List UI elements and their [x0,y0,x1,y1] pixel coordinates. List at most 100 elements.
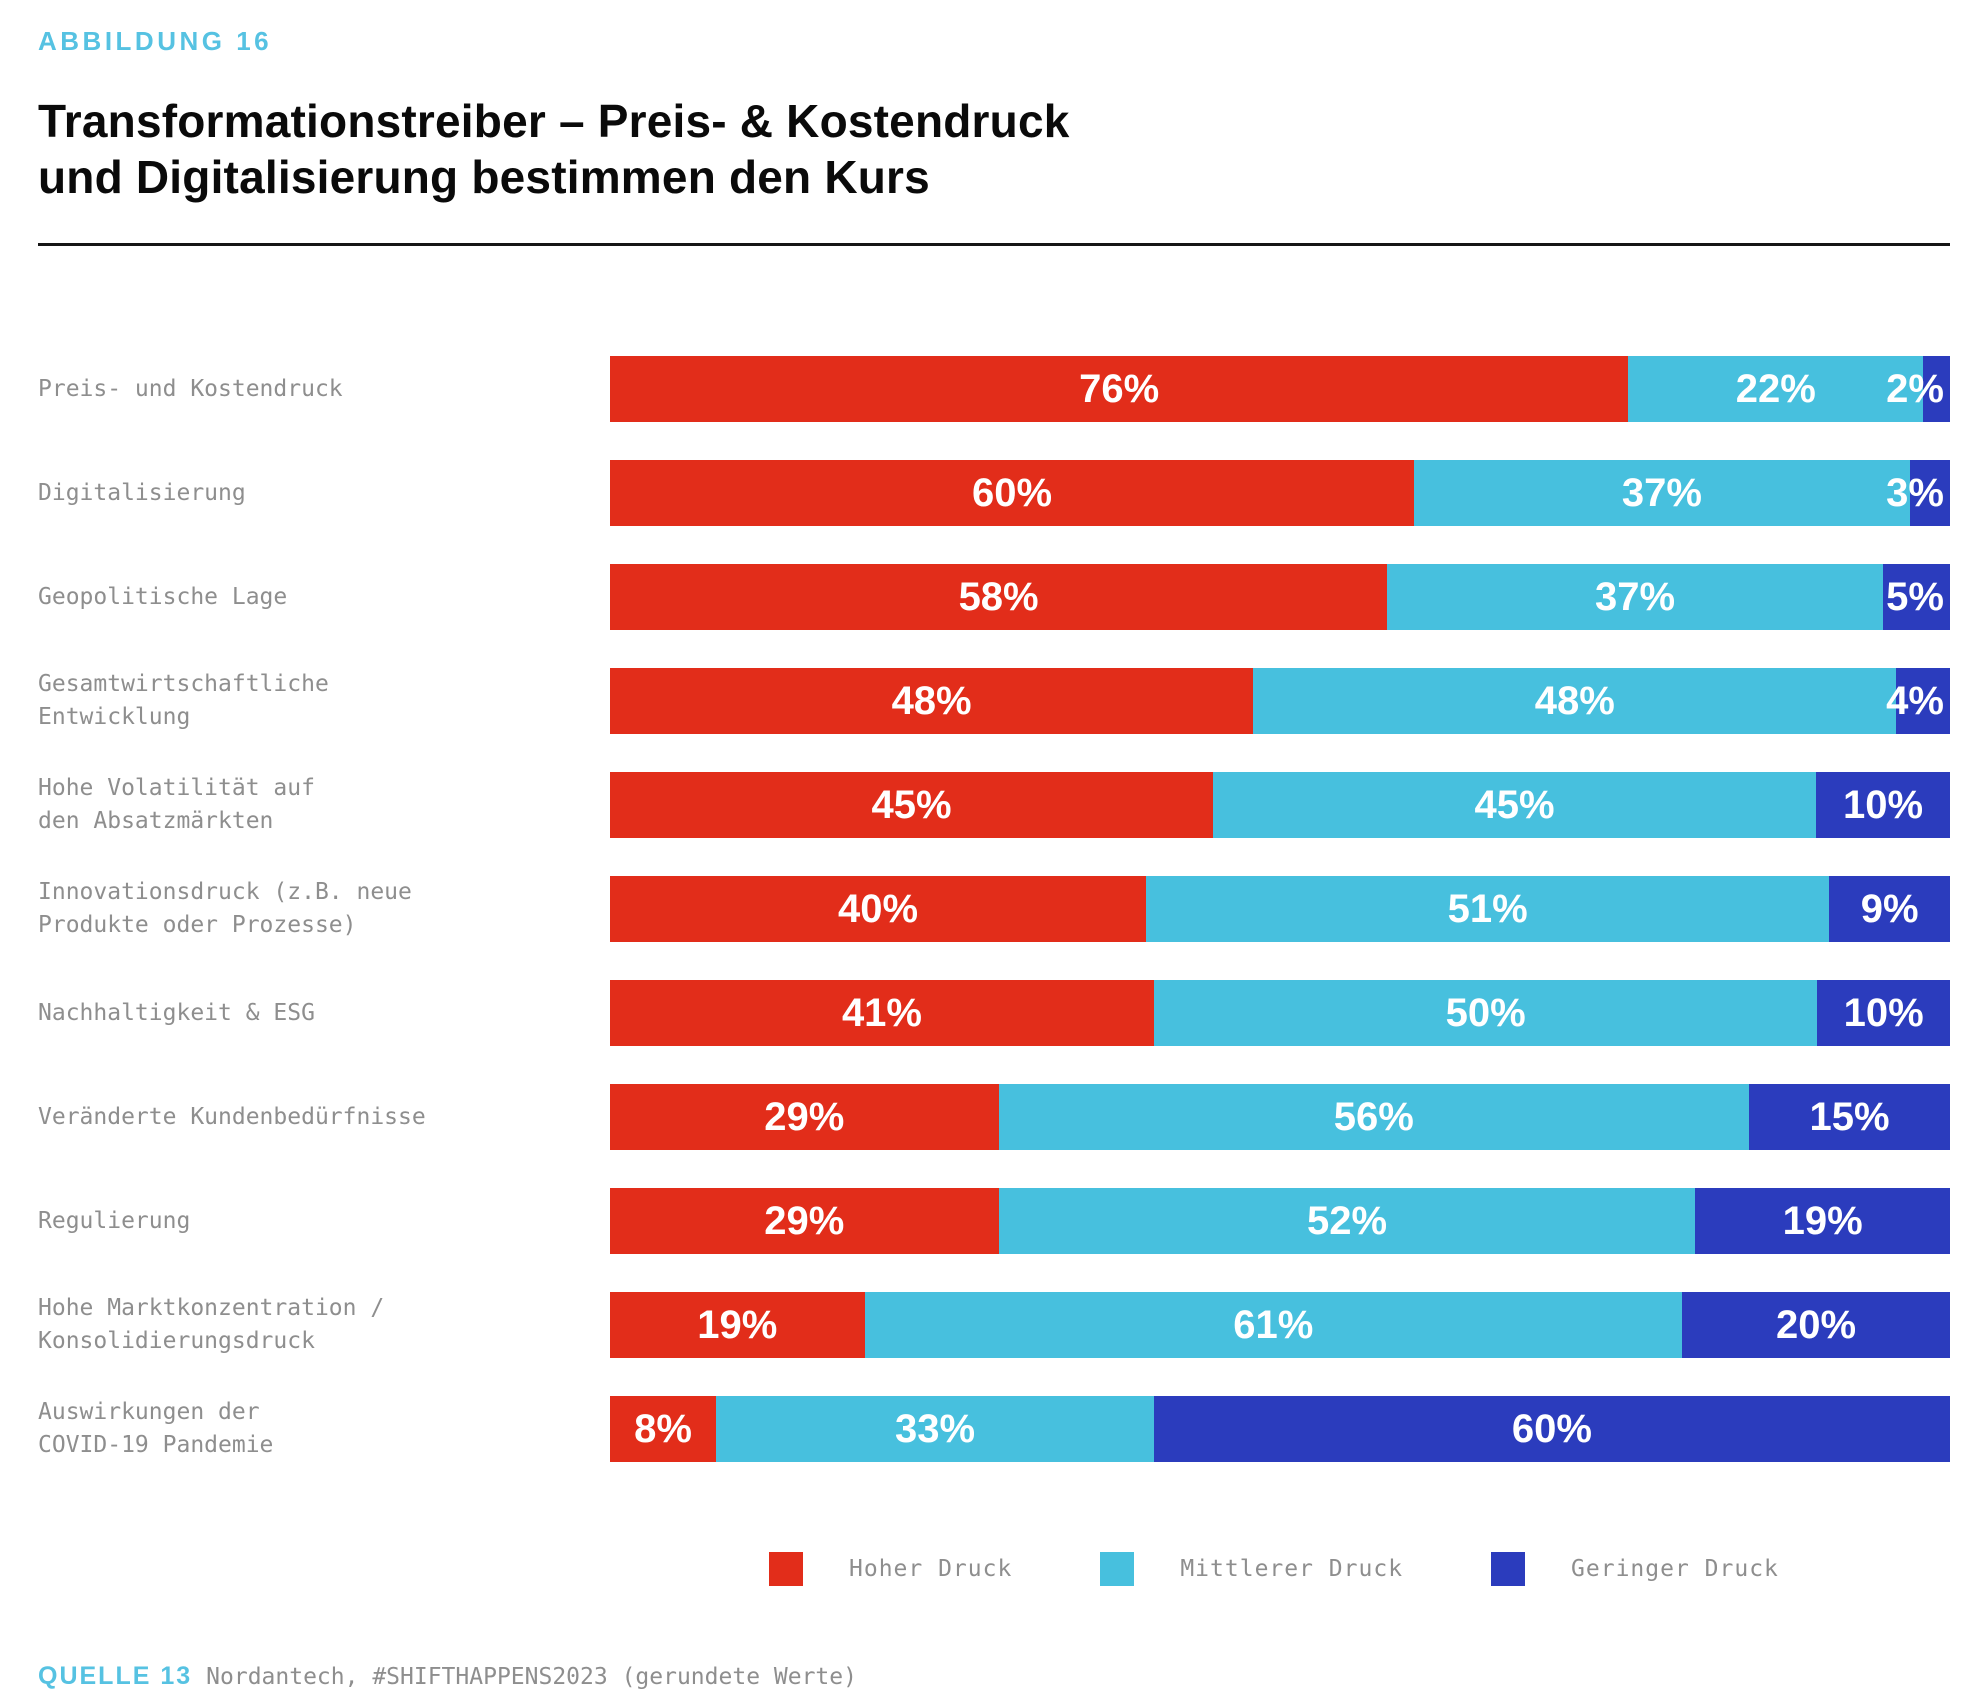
bar-segment-low: 9% [1829,876,1950,943]
bar-segment-value: 19% [697,1302,778,1347]
chart-row: Geopolitische Lage 58% 37% 5% [38,564,1950,631]
source-label: QUELLE 13 [38,1662,193,1691]
bar-segment-value: 50% [1445,990,1526,1035]
bar-segment-low: 20% [1681,1292,1950,1359]
legend-item-label: Mittlerer Druck [1180,1556,1404,1583]
bar-segment-high: 29% [610,1084,999,1151]
bar-segment-value: 41% [841,990,922,1035]
legend-swatch-low [1491,1552,1526,1587]
legend-item-high: Hoher Druck [769,1552,1013,1587]
bar-segment-medium: 48% [1253,668,1897,735]
row-label-line: Innovationsdruck (z.B. neue [38,878,412,905]
bar-track: 58% 37% 5% [610,564,1950,631]
title-line-2: und Digitalisierung bestimmen den Kurs [38,151,930,204]
bar-segment-low: 60% [1153,1396,1950,1463]
bar-segment-high: 40% [610,876,1146,943]
bar-segment-value: 37% [1621,470,1702,515]
legend-item-low: Geringer Druck [1491,1552,1779,1587]
row-label-line: den Absatzmärkten [38,808,274,835]
bar-segment-value: 20% [1775,1302,1857,1347]
bar-segment-high: 29% [610,1188,999,1255]
bar-segment-value: 37% [1595,574,1676,619]
row-label-line: Nachhaltigkeit & ESG [38,999,315,1026]
bar-segment-value: 61% [1233,1302,1314,1347]
bar-segment-low: 4% [1886,668,1950,735]
bar-segment-low: 19% [1695,1188,1950,1255]
bar-segment-value: 58% [958,574,1039,619]
title-line-1: Transformationstreiber – Preis- & Kosten… [38,95,1070,147]
bar-segment-value: 29% [764,1094,845,1139]
bar-segment-high: 76% [610,356,1629,423]
bar-segment-medium: 22% [1628,356,1924,423]
legend-item-label: Geringer Druck [1571,1556,1779,1583]
row-label-line: Produkte oder Prozesse) [38,912,357,939]
chart-row: Hohe Volatilität auf den Absatzmärkten 45%… [38,772,1950,839]
bar-track: 48% 48% 4% [610,668,1950,735]
row-label: Veränderte Kundenbedürfnisse [38,1101,610,1134]
row-label: Auswirkungen der COVID-19 Pandemie [38,1396,610,1463]
bar-segment-value: 52% [1306,1198,1388,1243]
bar-segment-high: 45% [610,772,1213,839]
bar-segment-value: 48% [1534,678,1615,723]
bar-segment-value: 45% [871,782,952,827]
row-label-line: Auswirkungen der [38,1398,260,1425]
bar-segment-low: 10% [1816,772,1950,839]
bar-segment-value: 3% [1886,470,1944,515]
bar-segment-value: 2% [1886,366,1944,411]
bar-segment-low: 2% [1886,356,1950,423]
bar-track: 41% 50% 10% [610,980,1950,1047]
bar-segment-high: 8% [610,1396,717,1463]
bar-segment-high: 48% [610,668,1254,735]
bar-segment-value: 9% [1860,886,1919,931]
bar-segment-low: 5% [1882,564,1950,631]
bar-track: 19% 61% 20% [610,1292,1950,1359]
bar-segment-value: 5% [1886,574,1944,619]
bar-segment-value: 8% [634,1406,692,1451]
bar-segment-medium: 45% [1213,772,1816,839]
bar-track: 8% 33% 60% [610,1396,1950,1463]
row-label-line: Preis- und Kostendruck [38,375,343,402]
bar-segment-value: 10% [1843,990,1924,1035]
bar-track: 29% 52% 19% [610,1188,1950,1255]
row-label: Gesamtwirtschaftliche Entwicklung [38,668,610,735]
chart-rows: Preis- und Kostendruck 76% 22% 2% Digitalisi… [38,356,1950,1463]
row-label: Hohe Volatilität auf den Absatzmärkten [38,772,610,839]
row-label-line: Digitalisierung [38,479,246,506]
bar-segment-value: 48% [891,678,972,723]
bar-segment-high: 41% [610,980,1154,1047]
bar-segment-value: 15% [1809,1094,1890,1139]
bar-segment-value: 10% [1842,782,1924,827]
chart-row: Gesamtwirtschaftliche Entwicklung 48% 48% 4% [38,668,1950,735]
chart-row: Nachhaltigkeit & ESG 41% 50% 10% [38,980,1950,1047]
row-label: Nachhaltigkeit & ESG [38,997,610,1030]
bar-segment-value: 60% [971,470,1053,515]
row-label-line: COVID-19 Pandemie [38,1432,274,1459]
bar-segment-value: 60% [1511,1406,1592,1451]
source-text: Nordantech, #SHIFTHAPPENS2023 (gerundete… [206,1664,857,1691]
bar-segment-value: 56% [1333,1094,1414,1139]
bar-track: 29% 56% 15% [610,1084,1950,1151]
bar-track: 40% 51% 9% [610,876,1950,943]
page-title: Transformationstreiber – Preis- & Kosten… [38,93,1950,205]
row-label-line: Regulierung [38,1207,191,1234]
bar-segment-value: 4% [1886,678,1944,723]
legend-swatch-high [769,1552,803,1587]
bar-segment-value: 45% [1474,782,1555,827]
legend-item-label: Hoher Druck [849,1556,1013,1583]
legend-item-medium: Mittlerer Druck [1100,1552,1404,1587]
bar-segment-medium: 37% [1387,564,1883,631]
legend: Hoher Druck Mittlerer Druck Geringer Dru… [769,1552,1950,1587]
row-label-line: Hohe Volatilität auf [38,774,315,801]
bar-segment-high: 19% [610,1292,865,1359]
legend-swatch-medium [1100,1552,1135,1587]
bar-segment-value: 33% [895,1406,976,1451]
bar-segment-medium: 52% [998,1188,1696,1255]
footer: QUELLE 13 Nordantech, #SHIFTHAPPENS2023 … [38,1662,1950,1691]
bar-track: 76% 22% 2% [610,356,1950,423]
bar-segment-medium: 56% [998,1084,1749,1151]
bar-segment-value: 29% [764,1198,845,1243]
stacked-bar-chart: Preis- und Kostendruck 76% 22% 2% Digitalisi… [38,356,1950,1463]
chart-row: Hohe Marktkonzentration / Konsolidierungs… [38,1292,1950,1359]
bar-segment-value: 51% [1447,886,1528,931]
row-label: Hohe Marktkonzentration / Konsolidierungs… [38,1292,610,1359]
